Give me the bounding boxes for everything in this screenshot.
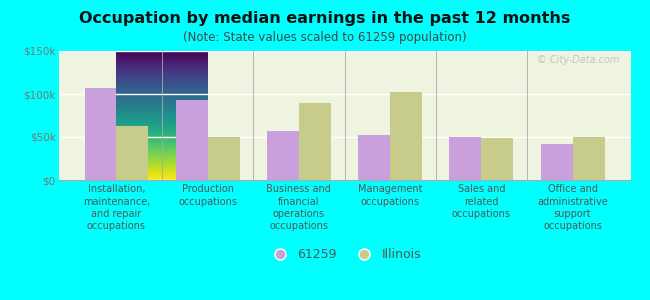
Bar [573, 137, 604, 180]
Bar [267, 131, 299, 180]
Bar [299, 103, 331, 180]
Text: Occupation by median earnings in the past 12 months: Occupation by median earnings in the pas… [79, 11, 571, 26]
Bar [358, 135, 390, 180]
Bar [116, 126, 148, 180]
Legend: 61259, Illinois: 61259, Illinois [267, 248, 422, 262]
Bar [84, 88, 116, 180]
Bar [176, 100, 207, 180]
Bar [390, 92, 422, 180]
Bar [207, 137, 240, 180]
Bar [449, 137, 482, 180]
Text: © City-Data.com: © City-Data.com [536, 55, 619, 65]
Bar [482, 138, 514, 180]
Bar [541, 144, 573, 180]
Text: (Note: State values scaled to 61259 population): (Note: State values scaled to 61259 popu… [183, 32, 467, 44]
